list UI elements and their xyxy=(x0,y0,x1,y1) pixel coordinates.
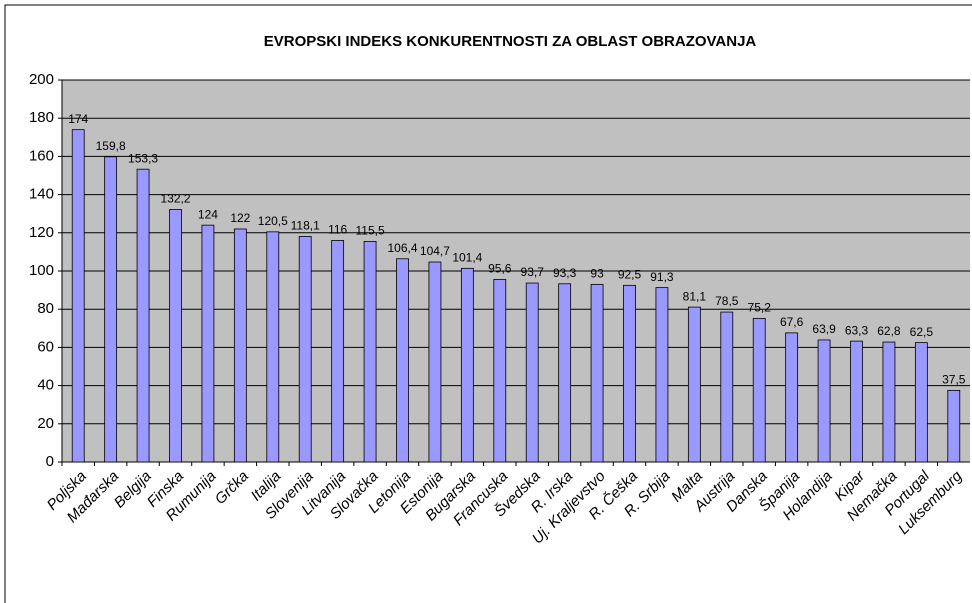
value-label: 37,5 xyxy=(942,373,966,387)
value-label: 93,7 xyxy=(521,265,545,279)
value-label: 132,2 xyxy=(160,192,190,206)
value-label: 81,1 xyxy=(683,289,707,303)
y-tick-label: 80 xyxy=(37,300,54,317)
value-label: 78,5 xyxy=(715,294,739,308)
bar xyxy=(882,341,896,463)
value-label: 93 xyxy=(590,267,604,281)
bar xyxy=(720,311,734,463)
y-tick-label: 20 xyxy=(37,415,54,432)
bar xyxy=(460,267,474,463)
value-label: 62,5 xyxy=(910,325,934,339)
y-tick-label: 200 xyxy=(29,71,54,88)
bar xyxy=(817,339,831,463)
y-tick-label: 40 xyxy=(37,377,54,394)
value-label: 174 xyxy=(68,112,88,126)
bar xyxy=(785,332,799,463)
value-label: 63,9 xyxy=(812,322,836,336)
value-label: 122 xyxy=(230,211,250,225)
bar xyxy=(266,231,280,463)
value-label: 93,3 xyxy=(553,266,577,280)
value-label: 115,5 xyxy=(356,224,385,238)
chart-title: EVROPSKI INDEKS KONKURENTNOSTI ZA OBLAST… xyxy=(264,33,757,50)
value-label: 91,3 xyxy=(650,270,674,284)
value-label: 67,6 xyxy=(780,315,804,329)
y-tick-label: 0 xyxy=(46,453,54,470)
bar xyxy=(201,224,215,463)
value-label: 62,8 xyxy=(877,324,901,338)
bar xyxy=(493,279,507,463)
bar xyxy=(169,209,182,463)
bar xyxy=(233,228,247,463)
value-label: 101,4 xyxy=(452,250,482,264)
bar xyxy=(363,240,377,463)
bar xyxy=(590,283,604,463)
bar xyxy=(850,340,863,463)
bar xyxy=(71,129,85,463)
value-label: 104,7 xyxy=(420,244,450,258)
value-label: 153,3 xyxy=(128,151,158,165)
bar xyxy=(752,317,766,463)
bar xyxy=(558,283,572,463)
value-label: 63,3 xyxy=(845,323,869,337)
value-label: 106,4 xyxy=(387,241,417,255)
y-tick-label: 60 xyxy=(37,338,54,355)
value-label: 159,8 xyxy=(96,139,126,153)
bar xyxy=(104,156,118,463)
bar xyxy=(136,168,150,463)
value-label: 124 xyxy=(198,207,218,221)
bar xyxy=(655,287,669,463)
value-label: 95,6 xyxy=(488,262,512,276)
bar xyxy=(687,306,701,463)
y-tick-label: 120 xyxy=(29,224,54,241)
value-label: 75,2 xyxy=(748,301,772,315)
value-label: 92,5 xyxy=(618,267,642,281)
value-label: 118,1 xyxy=(291,219,320,233)
y-tick-label: 180 xyxy=(29,109,54,126)
bar xyxy=(331,240,345,463)
bar xyxy=(396,258,409,463)
bar xyxy=(428,261,442,463)
y-tick-label: 140 xyxy=(29,186,54,203)
bar xyxy=(914,342,928,463)
bar xyxy=(525,282,539,463)
bar xyxy=(298,236,312,463)
y-tick-label: 160 xyxy=(29,147,54,164)
y-tick-label: 100 xyxy=(29,262,54,279)
bar xyxy=(623,284,636,463)
value-label: 116 xyxy=(328,223,347,237)
value-label: 120,5 xyxy=(258,214,288,228)
bar xyxy=(947,389,961,463)
